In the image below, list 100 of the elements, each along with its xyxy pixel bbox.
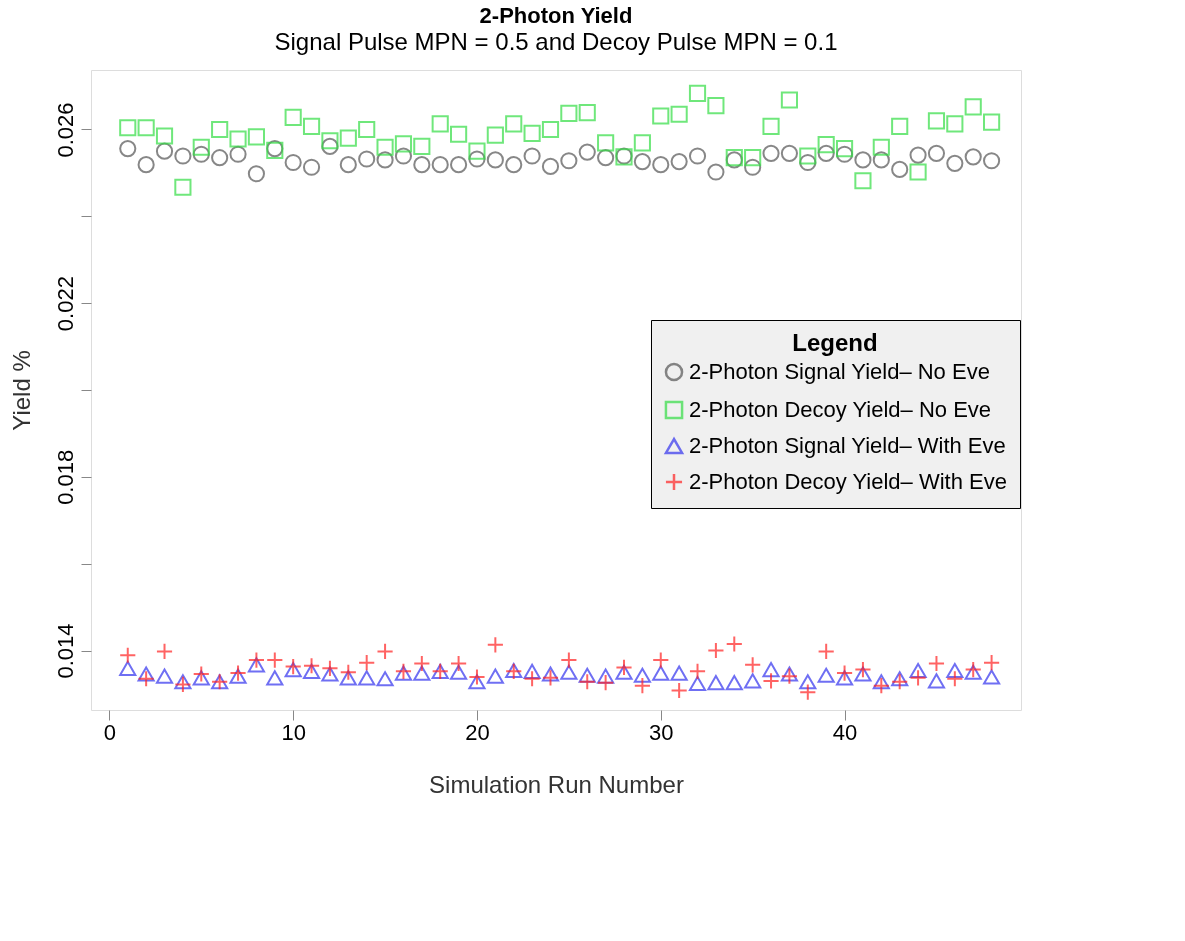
point [964, 98, 982, 116]
point [302, 657, 321, 675]
point [486, 668, 504, 684]
point [155, 668, 174, 684]
point [927, 673, 946, 689]
point [247, 651, 265, 669]
point [413, 665, 431, 681]
point [835, 664, 854, 682]
point [946, 662, 964, 679]
point [983, 669, 1001, 685]
point [762, 662, 780, 678]
point [909, 662, 927, 679]
point [413, 137, 431, 155]
point [744, 158, 762, 176]
point [119, 140, 137, 158]
legend-label: 2-Photon Signal Yield– No Eve [689, 359, 990, 384]
point [137, 119, 155, 137]
point [854, 661, 872, 679]
point [413, 654, 431, 673]
y-tick-label: 0.022 [52, 276, 78, 332]
point [891, 117, 909, 136]
point [541, 120, 560, 139]
point [578, 667, 596, 683]
point [799, 683, 817, 701]
point [284, 153, 302, 172]
point [817, 136, 835, 154]
point [799, 674, 817, 690]
point [431, 156, 449, 174]
point [192, 145, 210, 163]
point [394, 135, 413, 153]
point [376, 151, 394, 169]
point [688, 662, 707, 680]
point [247, 165, 265, 183]
point [486, 151, 504, 169]
point [835, 145, 854, 163]
x-axis-title: Simulation Run Number [429, 770, 684, 798]
point [450, 125, 468, 143]
point [229, 130, 247, 148]
point [284, 662, 302, 678]
point [155, 142, 174, 160]
point [688, 147, 707, 165]
y-axis-title: Yield % [7, 350, 35, 431]
point [615, 658, 633, 677]
point [652, 651, 670, 669]
point [302, 158, 321, 176]
y-tick-label: 0.014 [52, 623, 78, 679]
point [137, 670, 155, 688]
point [578, 673, 596, 691]
point [817, 642, 835, 660]
point [578, 143, 596, 161]
point [468, 668, 486, 686]
y-tick-label: 0.026 [52, 102, 78, 158]
point [725, 635, 743, 653]
point [541, 157, 560, 175]
point [468, 150, 486, 168]
point [541, 666, 560, 682]
point [872, 677, 890, 695]
x-tick-label: 0 [103, 719, 116, 745]
point [835, 670, 854, 686]
point [927, 112, 946, 130]
point [321, 659, 339, 677]
point [688, 675, 707, 692]
point [560, 152, 578, 170]
legend-label: 2-Photon Decoy Yield– No Eve [689, 397, 992, 422]
x-tick-label: 10 [281, 719, 306, 745]
point [744, 673, 762, 689]
point [891, 673, 909, 691]
point [744, 656, 762, 674]
point [891, 160, 909, 178]
point [762, 117, 780, 136]
point [541, 669, 560, 687]
point [597, 134, 615, 152]
point [155, 127, 174, 145]
point [633, 677, 651, 695]
point [707, 163, 725, 181]
point [854, 666, 872, 682]
point [909, 146, 927, 164]
point [505, 156, 523, 174]
point [670, 105, 688, 123]
point [983, 654, 1001, 672]
point [780, 91, 798, 109]
point [358, 670, 376, 686]
legend-label: 2-Photon Decoy Yield– With Eve [689, 469, 1007, 494]
point [137, 666, 155, 682]
point [247, 657, 265, 673]
point [174, 178, 192, 196]
point [633, 134, 651, 152]
point [707, 641, 725, 660]
point [339, 670, 357, 686]
point [321, 137, 339, 155]
point [964, 148, 982, 166]
point [192, 670, 210, 686]
point [762, 672, 780, 690]
point [247, 128, 265, 146]
point [891, 671, 909, 687]
point [927, 144, 946, 162]
point [376, 642, 394, 660]
point [909, 163, 927, 181]
point [376, 138, 394, 156]
point [652, 665, 670, 681]
